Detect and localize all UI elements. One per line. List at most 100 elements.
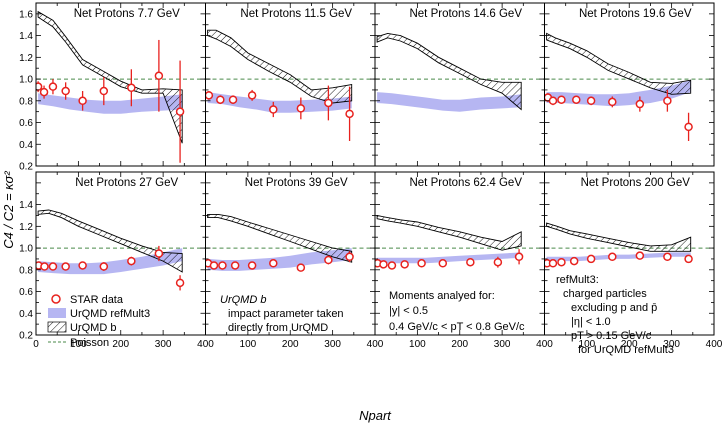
- star-marker: [269, 105, 278, 114]
- star-marker: [586, 96, 596, 106]
- refmult-band: [377, 92, 522, 112]
- panel-8: 100 200 300 400 Net Protons 200 GeV: [544, 171, 723, 350]
- refmult-note-line5: pT > 0.15 GeV/c: [571, 330, 652, 342]
- star-marker: [175, 278, 185, 288]
- star-point: [557, 95, 566, 104]
- star-point: [48, 262, 58, 271]
- star-point: [127, 69, 136, 107]
- refmult-band: [38, 248, 183, 275]
- panel-title: Net Protons 27 GeV: [75, 177, 178, 189]
- panel-3: Net Protons 14.6 GeV: [374, 2, 545, 167]
- x-tick-label: 200: [112, 339, 129, 350]
- star-marker: [127, 256, 136, 266]
- star-marker: [78, 261, 87, 270]
- x-axis-label: Npart: [359, 408, 392, 423]
- x-tick-label: 300: [324, 339, 341, 350]
- star-point: [345, 86, 354, 142]
- star-marker: [48, 82, 58, 91]
- x-tick-label: 400: [706, 339, 723, 350]
- moments-note: Moments analyed for: |y| < 0.5 0.4 GeV/c…: [389, 290, 525, 333]
- star-marker: [417, 259, 426, 268]
- panel-title: Net Protons 62.4 GeV: [409, 177, 522, 189]
- star-point: [586, 254, 596, 264]
- panel-plot-area: [36, 209, 206, 291]
- star-marker: [345, 109, 354, 119]
- legend-star-label: STAR data: [70, 294, 124, 306]
- star-point: [296, 97, 306, 120]
- star-point: [247, 261, 257, 270]
- y-tick-label: 0.8: [19, 96, 33, 107]
- panel-1: 0.2 0.4 0.6 0.8 1.0 1.2 1.4 1.6 Net Protons 7.7 …: [19, 2, 206, 173]
- refmult-note-line4: |η| < 1.0: [571, 316, 611, 328]
- refmult-note-line3: excluding p and p̄: [571, 302, 657, 314]
- moments-note-line3: 0.4 GeV/c < pT < 0.8 GeV/c: [389, 321, 525, 333]
- star-marker: [247, 261, 257, 270]
- star-marker: [205, 91, 214, 100]
- star-point: [39, 85, 49, 99]
- star-marker: [61, 262, 70, 271]
- panel-4: Net Protons 19.6 GeV: [544, 2, 715, 167]
- star-marker: [48, 262, 58, 271]
- refmult-note-line6: for UrQMD refMult3: [578, 344, 674, 356]
- star-marker: [269, 259, 278, 268]
- panel-plot-area: [375, 32, 545, 112]
- y-tick-label: 0.6: [19, 118, 33, 129]
- y-tick-label: 0.4: [19, 140, 33, 151]
- star-marker: [608, 252, 617, 262]
- star-marker: [387, 261, 397, 270]
- star-marker: [296, 263, 306, 272]
- star-marker: [663, 96, 672, 106]
- x-tick-label: 100: [240, 339, 257, 350]
- star-marker: [684, 122, 693, 132]
- star-marker: [218, 261, 227, 270]
- panel-plot-area: [544, 32, 714, 142]
- star-point: [572, 95, 581, 104]
- star-marker: [39, 87, 49, 97]
- x-tick-label: 400: [367, 339, 384, 350]
- refmult-band: [546, 80, 691, 107]
- x-tick-label: 100: [579, 339, 596, 350]
- star-point: [61, 82, 70, 100]
- star-marker: [230, 261, 240, 270]
- y-tick-label: 1.0: [19, 244, 33, 255]
- star-point: [230, 261, 240, 270]
- star-point: [269, 101, 278, 118]
- star-point: [228, 95, 238, 105]
- refmult-note-line2: charged particles: [563, 288, 647, 300]
- star-point: [400, 260, 409, 269]
- legend-refmult-swatch: [48, 308, 66, 318]
- impact-note-line3: directly from UrQMD: [228, 322, 328, 334]
- refmult-note-line1: refMult3:: [556, 274, 599, 286]
- x-tick-label: 100: [409, 339, 426, 350]
- star-marker: [78, 96, 87, 106]
- star-point: [61, 262, 70, 271]
- y-axis-label: C4 / C2 = κσ²: [1, 171, 16, 249]
- y-tick-label: 0.2: [19, 162, 33, 173]
- star-point: [48, 79, 58, 95]
- urqmd-b-band: [207, 29, 353, 104]
- moments-note-line1: Moments analyed for:: [389, 290, 495, 302]
- star-marker: [684, 254, 693, 264]
- x-tick-label: 400: [536, 339, 553, 350]
- star-point: [154, 39, 164, 112]
- refmult-band: [207, 92, 352, 113]
- star-point: [78, 91, 87, 111]
- star-point: [569, 256, 579, 266]
- star-point: [247, 89, 257, 101]
- star-marker: [324, 98, 333, 108]
- star-point: [379, 260, 388, 269]
- star-marker: [379, 260, 388, 269]
- urqmd-b-band: [376, 214, 522, 251]
- moments-note-line2: |y| < 0.5: [389, 305, 428, 317]
- star-marker: [296, 104, 306, 113]
- y-tick-label: 0.6: [19, 287, 33, 298]
- star-marker: [586, 254, 596, 264]
- star-point: [345, 251, 354, 263]
- refmult-band: [377, 252, 522, 264]
- x-tick-label: 400: [197, 339, 214, 350]
- star-marker: [514, 252, 524, 262]
- panel-plot-area: [205, 29, 375, 142]
- star-point: [466, 257, 475, 267]
- impact-note-line2: impact parameter taken: [228, 308, 344, 320]
